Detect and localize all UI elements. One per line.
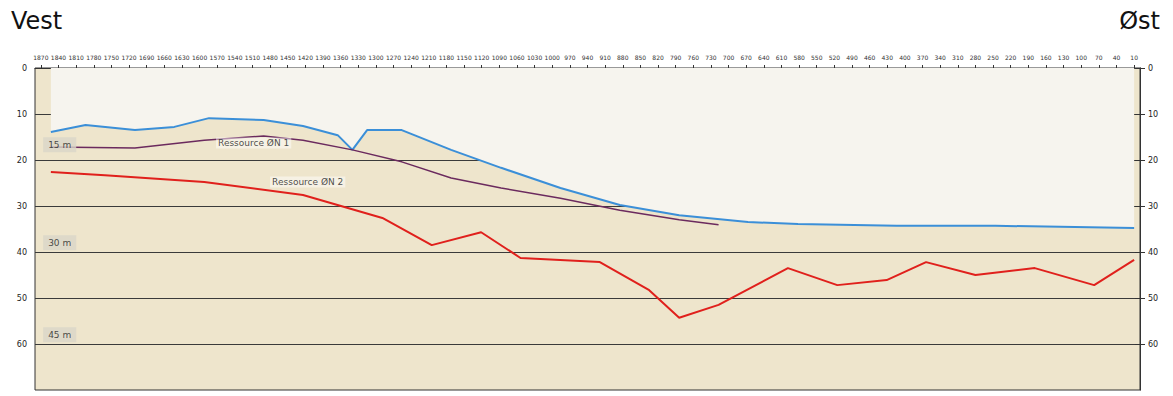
svg-text:40: 40 xyxy=(1148,248,1158,257)
svg-text:50: 50 xyxy=(1148,294,1158,303)
svg-text:880: 880 xyxy=(617,54,629,61)
svg-text:970: 970 xyxy=(564,54,576,61)
svg-text:940: 940 xyxy=(582,54,594,61)
svg-text:0: 0 xyxy=(1148,64,1153,73)
svg-text:820: 820 xyxy=(652,54,664,61)
svg-text:1780: 1780 xyxy=(86,54,101,61)
svg-text:1630: 1630 xyxy=(174,54,189,61)
svg-text:10: 10 xyxy=(1148,110,1158,119)
svg-text:340: 340 xyxy=(934,54,946,61)
svg-text:1420: 1420 xyxy=(298,54,313,61)
svg-text:850: 850 xyxy=(635,54,647,61)
svg-text:100: 100 xyxy=(1075,54,1087,61)
svg-text:40: 40 xyxy=(17,248,27,257)
svg-text:30 m: 30 m xyxy=(48,238,71,248)
svg-text:40: 40 xyxy=(1113,54,1121,61)
svg-text:640: 640 xyxy=(758,54,770,61)
svg-text:30: 30 xyxy=(1148,202,1158,211)
svg-text:1720: 1720 xyxy=(121,54,136,61)
svg-text:1330: 1330 xyxy=(351,54,366,61)
svg-text:1570: 1570 xyxy=(210,54,225,61)
svg-text:70: 70 xyxy=(1095,54,1103,61)
svg-text:1240: 1240 xyxy=(404,54,419,61)
svg-text:Ressource ØN 1: Ressource ØN 1 xyxy=(218,138,289,148)
svg-text:1840: 1840 xyxy=(51,54,66,61)
svg-text:1870: 1870 xyxy=(33,54,48,61)
svg-text:700: 700 xyxy=(723,54,735,61)
svg-text:1390: 1390 xyxy=(315,54,330,61)
svg-text:20: 20 xyxy=(17,156,27,165)
svg-text:1810: 1810 xyxy=(69,54,84,61)
svg-text:190: 190 xyxy=(1023,54,1035,61)
svg-text:1300: 1300 xyxy=(368,54,383,61)
svg-text:400: 400 xyxy=(899,54,911,61)
svg-text:910: 910 xyxy=(599,54,611,61)
svg-text:1450: 1450 xyxy=(280,54,295,61)
svg-text:310: 310 xyxy=(952,54,964,61)
svg-text:1210: 1210 xyxy=(421,54,436,61)
svg-text:1360: 1360 xyxy=(333,54,348,61)
svg-text:1060: 1060 xyxy=(509,54,524,61)
svg-text:610: 610 xyxy=(776,54,788,61)
svg-text:370: 370 xyxy=(917,54,929,61)
svg-text:1660: 1660 xyxy=(157,54,172,61)
svg-text:1270: 1270 xyxy=(386,54,401,61)
svg-text:220: 220 xyxy=(1005,54,1017,61)
svg-text:760: 760 xyxy=(688,54,700,61)
svg-text:30: 30 xyxy=(17,202,27,211)
svg-text:730: 730 xyxy=(705,54,717,61)
svg-text:790: 790 xyxy=(670,54,682,61)
svg-text:15 m: 15 m xyxy=(48,140,71,150)
svg-text:1030: 1030 xyxy=(527,54,542,61)
svg-text:490: 490 xyxy=(846,54,858,61)
svg-text:1540: 1540 xyxy=(227,54,242,61)
svg-text:1090: 1090 xyxy=(492,54,507,61)
svg-text:1120: 1120 xyxy=(474,54,489,61)
svg-text:1000: 1000 xyxy=(545,54,560,61)
svg-text:580: 580 xyxy=(793,54,805,61)
svg-text:1510: 1510 xyxy=(245,54,260,61)
svg-text:130: 130 xyxy=(1058,54,1070,61)
svg-text:1750: 1750 xyxy=(104,54,119,61)
svg-text:460: 460 xyxy=(864,54,876,61)
svg-text:160: 160 xyxy=(1040,54,1052,61)
svg-text:280: 280 xyxy=(970,54,982,61)
svg-text:430: 430 xyxy=(882,54,894,61)
svg-text:1480: 1480 xyxy=(262,54,277,61)
svg-text:Vest: Vest xyxy=(11,7,62,35)
svg-text:50: 50 xyxy=(17,294,27,303)
svg-text:10: 10 xyxy=(1130,54,1138,61)
svg-text:550: 550 xyxy=(811,54,823,61)
svg-text:1690: 1690 xyxy=(139,54,154,61)
svg-text:60: 60 xyxy=(17,340,27,349)
svg-text:520: 520 xyxy=(829,54,841,61)
svg-text:60: 60 xyxy=(1148,340,1158,349)
svg-text:670: 670 xyxy=(740,54,752,61)
svg-text:250: 250 xyxy=(987,54,999,61)
svg-text:1180: 1180 xyxy=(439,54,454,61)
svg-text:45 m: 45 m xyxy=(48,330,71,340)
svg-text:1150: 1150 xyxy=(456,54,471,61)
svg-text:1600: 1600 xyxy=(192,54,207,61)
svg-text:20: 20 xyxy=(1148,156,1158,165)
svg-text:0: 0 xyxy=(22,64,27,73)
svg-text:10: 10 xyxy=(17,110,27,119)
svg-text:Ressource ØN 2: Ressource ØN 2 xyxy=(272,177,343,187)
svg-text:Øst: Øst xyxy=(1119,7,1160,35)
